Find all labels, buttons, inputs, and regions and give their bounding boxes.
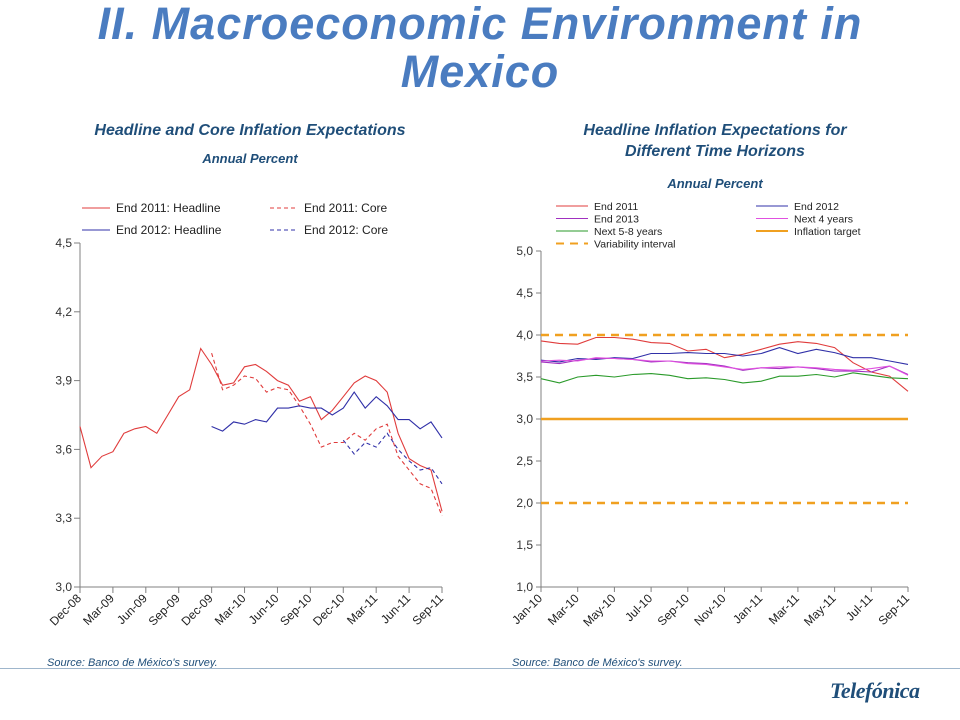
left-y-tick-label: 4,2 xyxy=(55,305,72,319)
left-x-tick-label: Sep-10 xyxy=(277,591,314,628)
left-series-line xyxy=(79,347,443,512)
left-x-tick-label: Dec-10 xyxy=(310,591,347,628)
left-x-tick-label: Jun-11 xyxy=(378,591,413,626)
left-x-tick-label: Mar-09 xyxy=(80,591,117,628)
right-x-tick-label: Nov-10 xyxy=(691,591,728,628)
right-y-tick-label: 4,5 xyxy=(516,286,533,300)
page-title: II. Macroeconomic Environment in Mexico xyxy=(0,0,960,96)
right-chart-subtitle: Annual Percent xyxy=(667,176,763,191)
left-x-tick-label: Sep-09 xyxy=(146,591,183,628)
right-chart-title-line-1: Headline Inflation Expectations for xyxy=(583,122,847,139)
footer-divider xyxy=(0,668,960,669)
left-x-tick-label: Dec-09 xyxy=(179,591,216,628)
right-series-line xyxy=(540,347,909,365)
right-x-tick-label: Jan-11 xyxy=(730,591,765,626)
left-series-line xyxy=(211,391,443,439)
left-legend-label: End 2012: Headline xyxy=(116,223,222,237)
right-y-tick-label: 2,5 xyxy=(516,454,533,468)
right-y-tick-label: 4,0 xyxy=(516,328,533,342)
left-legend-label: End 2011: Core xyxy=(304,201,387,215)
right-series-line xyxy=(540,336,909,392)
left-x-tick-label: Mar-10 xyxy=(212,591,249,628)
right-legend-label: End 2012 xyxy=(794,201,839,213)
right-legend-label: Inflation target xyxy=(794,226,861,238)
left-y-tick-label: 3,6 xyxy=(55,442,72,456)
left-x-tick-label: Mar-11 xyxy=(344,591,380,627)
right-y-tick-label: 1,5 xyxy=(516,538,533,552)
right-legend-label: Next 5-8 years xyxy=(594,226,662,238)
right-legend-label: End 2013 xyxy=(594,214,639,226)
left-x-tick-label: Jun-09 xyxy=(114,591,150,627)
right-y-tick-label: 5,0 xyxy=(516,244,533,258)
left-y-tick-label: 3,0 xyxy=(55,580,72,594)
right-legend-label: End 2011 xyxy=(594,201,638,213)
telefonica-logo: Telefónica xyxy=(830,678,920,703)
right-x-tick-label: Jul-10 xyxy=(622,591,655,624)
page-title-line-1: II. Macroeconomic Environment in xyxy=(97,0,863,49)
left-series-line xyxy=(342,432,443,485)
right-x-tick-label: Sep-11 xyxy=(875,591,912,628)
left-chart-subtitle: Annual Percent xyxy=(202,151,298,166)
left-y-tick-label: 3,3 xyxy=(55,511,72,525)
right-y-tick-label: 1,0 xyxy=(516,580,533,594)
left-x-tick-label: Dec-08 xyxy=(47,591,84,628)
right-chart-title-line-2: Different Time Horizons xyxy=(625,143,805,160)
right-legend-label: Variability interval xyxy=(594,239,676,251)
left-x-tick-label: Jun-10 xyxy=(246,591,282,627)
right-legend-label: Next 4 years xyxy=(794,214,853,226)
right-x-tick-label: Jul-11 xyxy=(843,591,876,624)
left-y-tick-label: 3,9 xyxy=(55,374,72,388)
right-y-tick-label: 3,0 xyxy=(516,412,533,426)
right-x-tick-label: May-11 xyxy=(801,591,839,629)
right-series-line xyxy=(540,372,909,384)
right-x-tick-label: Jan-10 xyxy=(509,591,545,627)
left-y-tick-label: 4,5 xyxy=(55,236,72,250)
right-chart-title: Headline Inflation Expectations for Diff… xyxy=(490,120,940,162)
right-x-tick-label: Mar-11 xyxy=(766,591,802,627)
left-x-tick-label: Sep-11 xyxy=(409,591,446,628)
left-legend-label: End 2012: Core xyxy=(304,223,388,237)
right-chart-source: Source: Banco de México's survey. xyxy=(512,657,683,669)
right-series-line xyxy=(540,357,909,376)
left-series-line xyxy=(211,352,443,517)
right-y-tick-label: 2,0 xyxy=(516,496,533,510)
right-x-tick-label: Mar-10 xyxy=(545,591,582,628)
right-x-tick-label: Sep-10 xyxy=(655,591,692,628)
left-legend-label: End 2011: Headline xyxy=(116,201,221,215)
left-chart-source: Source: Banco de México's survey. xyxy=(47,657,218,669)
right-x-tick-label: May-10 xyxy=(580,591,618,629)
left-chart-title: Headline and Core Inflation Expectations xyxy=(94,122,406,139)
page-title-line-2: Mexico xyxy=(400,46,560,97)
right-y-tick-label: 3,5 xyxy=(516,370,533,384)
